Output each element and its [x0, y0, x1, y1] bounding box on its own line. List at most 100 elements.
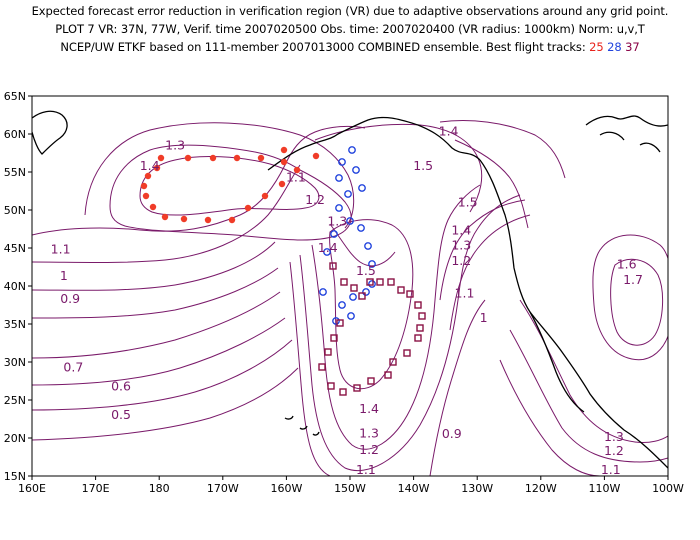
header-line-2: PLOT 7 VR: 37N, 77W, Verif. time 2007020…	[55, 22, 645, 36]
track-label-red: 25	[589, 40, 604, 54]
coastlines	[32, 110, 668, 469]
contour-label: 1.1	[455, 286, 475, 301]
track-purple-point	[403, 349, 411, 357]
track-label-blue: 28	[607, 40, 622, 54]
x-tick-label: 110W	[588, 482, 620, 495]
contour-label: 1.1	[601, 462, 621, 477]
track-red-point	[278, 180, 286, 188]
contour-label: 0.6	[111, 378, 131, 393]
y-axis: 65N 60N 55N 50N 45N 40N 35N 30N 25N 20N 15N	[4, 90, 32, 483]
contour-1.3-se	[519, 299, 668, 443]
contour-label: 1.6	[617, 257, 637, 272]
x-axis: 160E 170E 180 170W 160W 150W 140W 130W 120W 110W 1…	[18, 476, 684, 495]
contour-label: 1.2	[604, 443, 624, 458]
track-red-point	[244, 204, 252, 212]
x-tick-label: 160E	[18, 482, 46, 495]
track-purple-point	[340, 278, 348, 286]
contour-1.2-west-loop	[84, 122, 355, 229]
x-tick-label: 150W	[334, 482, 366, 495]
contour-1.0-wide	[32, 164, 301, 263]
contour-label: 1.4	[140, 158, 160, 173]
track-blue-point	[338, 301, 346, 309]
track-blue-point	[335, 204, 343, 212]
y-tick-label: 65N	[4, 90, 26, 103]
track-blue-point	[335, 174, 343, 182]
track-blue-point	[368, 260, 376, 268]
track-blue-point	[338, 158, 346, 166]
contour-1.5-mid	[329, 223, 396, 267]
x-tick-label: 130W	[461, 482, 493, 495]
track-purple-point	[376, 278, 384, 286]
contour-1.3-central	[311, 184, 481, 450]
track-purple-point	[406, 290, 414, 298]
contour-label: 0.5	[111, 407, 131, 422]
contour-label: 1.3	[451, 238, 471, 253]
coastline-islands	[599, 131, 661, 153]
contour-label: 1.4	[439, 124, 459, 139]
track-red-point	[312, 152, 320, 160]
track-red-point	[233, 154, 241, 162]
y-tick-label: 50N	[4, 204, 26, 217]
flight-tracks	[140, 146, 426, 396]
coastline-bc-fjords	[585, 115, 668, 127]
track-blue-point	[358, 184, 366, 192]
y-tick-label: 40N	[4, 280, 26, 293]
contour-label: 0.7	[63, 359, 83, 374]
track-label-purple: 37	[625, 40, 640, 54]
track-blue-point	[357, 224, 365, 232]
track-blue-point	[347, 312, 355, 320]
contour-0.7	[32, 291, 281, 359]
x-tick-label: 170W	[207, 482, 239, 495]
track-purple-point	[336, 319, 344, 327]
contour-1.1-se	[499, 359, 601, 476]
coastline-baja	[529, 311, 585, 413]
contour-label: 1.1	[286, 169, 306, 184]
y-tick-label: 55N	[4, 166, 26, 179]
y-tick-label: 25N	[4, 394, 26, 407]
x-tick-label: 170E	[82, 482, 110, 495]
contour-label: 1.3	[604, 429, 624, 444]
contour-label: 1.2	[359, 442, 379, 457]
contour-label: 1.1	[356, 462, 376, 477]
track-purple-point	[387, 278, 395, 286]
coastline-kamchatka	[32, 110, 68, 155]
y-tick-label: 20N	[4, 432, 26, 445]
track-blue-point	[332, 317, 340, 325]
contour-1.4-central-loop	[329, 219, 414, 390]
contour-1.3-west-loop	[109, 144, 352, 241]
track-purple-point	[350, 284, 358, 292]
track-red-point	[153, 164, 161, 172]
contour-1.4-coast	[439, 120, 566, 179]
coastline-west-coast	[479, 159, 668, 469]
contour-1.2-central	[299, 194, 521, 472]
x-tick-label: 120W	[525, 482, 557, 495]
contour-1.6-east-loop	[592, 234, 668, 361]
track-purple-point	[414, 334, 422, 342]
contour-labels: 1.31.41.11.21.31.41.51.41.51.51.41.31.21…	[51, 124, 643, 477]
track-purple-point	[339, 388, 347, 396]
contour-1.0-east	[449, 214, 531, 331]
contour-label: 1.4	[359, 401, 379, 416]
track-red-point	[180, 215, 188, 223]
contour-lines	[32, 120, 668, 476]
track-purple-point	[318, 363, 326, 371]
track-blue-point	[364, 242, 372, 250]
track-red-point	[261, 192, 269, 200]
track-red-point	[140, 182, 148, 190]
track-purple-point	[358, 292, 366, 300]
contour-0.5	[32, 339, 293, 411]
contour-label: 1.4	[318, 240, 338, 255]
contour-label: 1.4	[451, 223, 471, 238]
track-red-point	[161, 213, 169, 221]
track-purple-point	[353, 384, 361, 392]
y-tick-label: 30N	[4, 356, 26, 369]
x-tick-label: 160W	[270, 482, 302, 495]
track-purple-point	[416, 324, 424, 332]
header-line-3: NCEP/UW ETKF based on 111-member 2007013…	[0, 40, 700, 54]
contour-1.7-east-loop	[610, 258, 664, 346]
contour-0.9	[32, 241, 276, 291]
contour-label: 1	[60, 268, 68, 283]
track-red-point	[157, 154, 165, 162]
contour-label: 1.5	[356, 263, 376, 278]
